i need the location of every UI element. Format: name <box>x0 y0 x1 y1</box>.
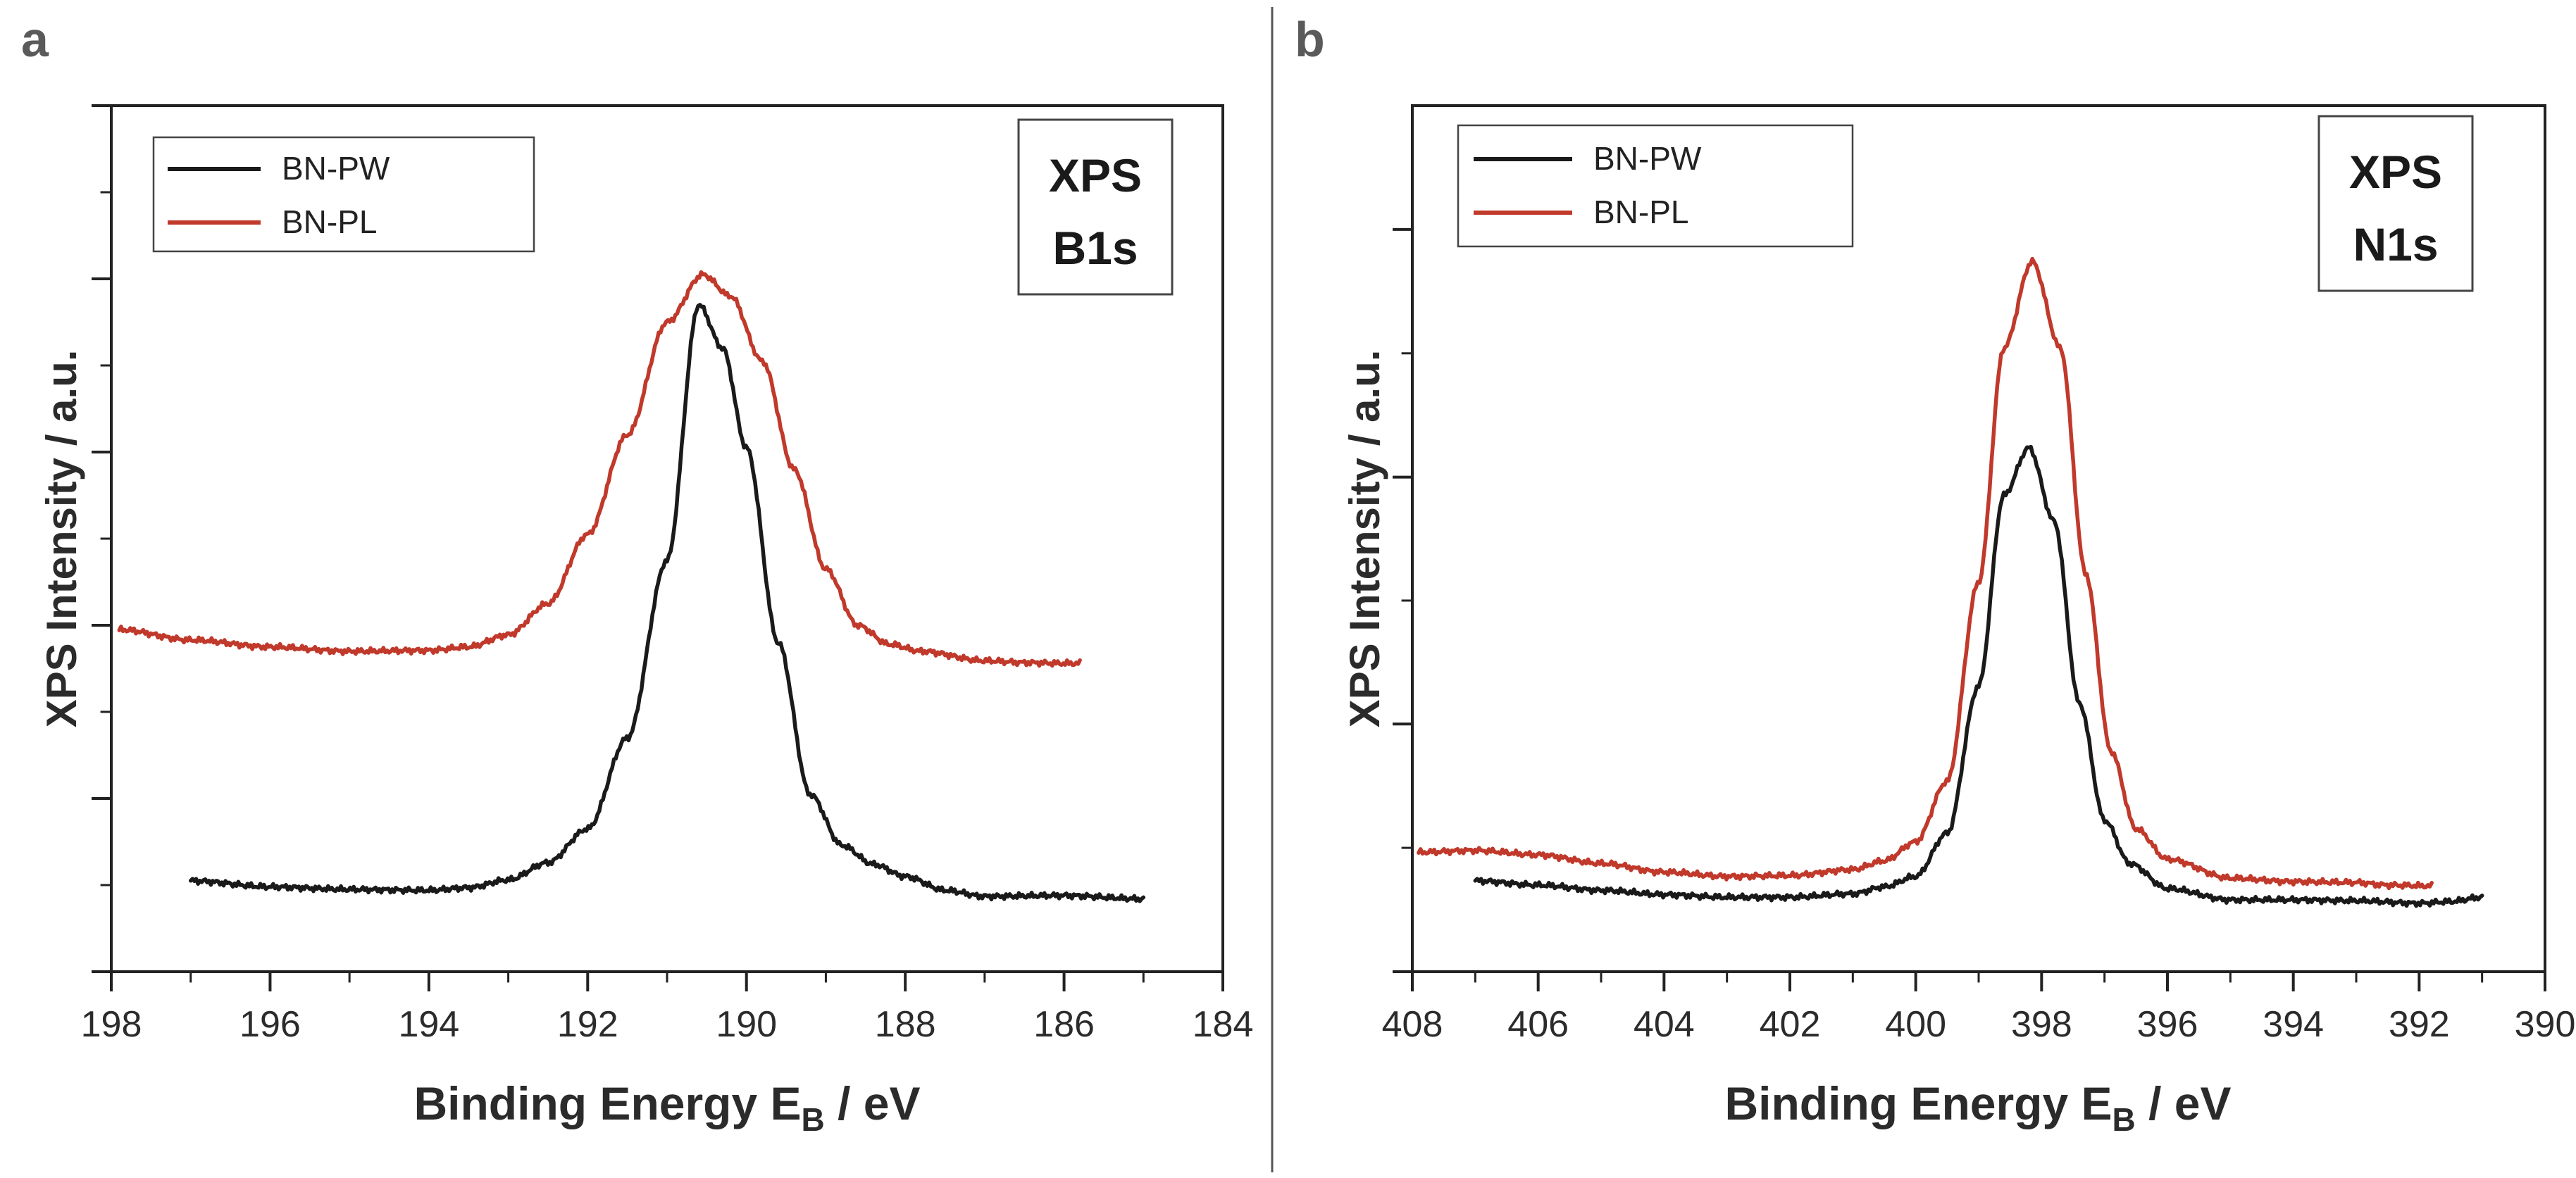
panel-b-x-tick-label: 402 <box>1760 1004 1821 1045</box>
panel-a-legend-label-pw: BN-PW <box>282 150 390 187</box>
panel-a-letter: a <box>21 12 49 67</box>
panel-b-x-tick-label: 390 <box>2515 1004 2576 1045</box>
panel-a-legend: BN-PW BN-PL <box>152 136 535 253</box>
panel-b-legend: BN-PW BN-PL <box>1457 124 1854 248</box>
panel-a-x-tick-label: 196 <box>239 1004 301 1045</box>
panel-a-x-tick-label: 194 <box>398 1004 459 1045</box>
panel-b-x-tick-label: 398 <box>2011 1004 2072 1045</box>
panel-a-series-bn-pl <box>117 270 1082 668</box>
panel-a-legend-box <box>152 136 535 253</box>
panel-b-x-tick-label: 404 <box>1634 1004 1695 1045</box>
panel-b-x-tick-label: 396 <box>2137 1004 2198 1045</box>
panel-b-letter: b <box>1295 12 1325 67</box>
panel-a-x-tick-labels: 198 196 194 192 190 188 186 184 <box>81 1004 1254 1045</box>
panel-a-series-bn-pw <box>188 303 1146 903</box>
panel-a-x-tick-label: 186 <box>1033 1004 1095 1045</box>
panel-b-x-tick-label: 406 <box>1507 1004 1569 1045</box>
panel-b-y-ticks <box>1393 227 1412 973</box>
panel-a-x-tick-label: 198 <box>81 1004 142 1045</box>
panel-b-x-tick-label: 400 <box>1885 1004 1946 1045</box>
panel-b-y-axis-title: XPS Intensity / a.u. <box>1341 350 1388 728</box>
panel-b-x-tick-label: 394 <box>2263 1004 2324 1045</box>
panel-a-x-tick-label: 184 <box>1193 1004 1254 1045</box>
panel-b-x-tick-labels: 408 406 404 402 400 398 396 394 392 390 <box>1382 1004 2576 1045</box>
panel-b-spectrum-box-frame <box>2317 115 2474 292</box>
panel-b-legend-label-pw: BN-PW <box>1593 140 1702 177</box>
panel-b-x-axis-unit: / eV <box>2136 1077 2232 1129</box>
panel-b-legend-box <box>1457 124 1854 248</box>
panel-b-series-bn-pl <box>1417 256 2434 891</box>
panel-a: a 198 196 194 192 190 188 186 184 BN-PW BN-PL X… <box>21 12 1253 1138</box>
panel-a-spectrum-box: XPS B1s <box>1017 118 1174 296</box>
panel-b: b 408 406 404 402 400 398 396 394 392 390 BN-PW B… <box>1295 12 2575 1138</box>
panel-a-box-line-1: XPS <box>1049 149 1142 201</box>
panel-a-x-axis-unit: / eV <box>825 1077 921 1129</box>
panel-a-x-axis-title: Binding Energy EB / eV <box>413 1077 920 1138</box>
panel-a-y-ticks <box>92 104 111 973</box>
panel-a-x-tick-label: 188 <box>875 1004 936 1045</box>
panel-b-x-axis-title: Binding Energy EB / eV <box>1724 1077 2231 1138</box>
panel-b-x-tick-label: 408 <box>1382 1004 1443 1045</box>
panel-b-series-lines <box>1417 256 2484 908</box>
panel-b-box-line-2: N1s <box>2353 218 2438 270</box>
panel-b-x-ticks <box>1411 972 2546 991</box>
panel-a-y-axis-title: XPS Intensity / a.u. <box>38 350 85 728</box>
panel-a-series-lines <box>117 270 1146 903</box>
panel-a-x-axis-subscript: B <box>802 1101 825 1138</box>
panel-a-x-ticks <box>110 972 1224 991</box>
panel-a-spectrum-box-frame <box>1017 118 1174 296</box>
panel-a-x-tick-label: 192 <box>557 1004 618 1045</box>
panel-b-box-line-1: XPS <box>2349 146 2442 198</box>
panel-b-x-tick-label: 392 <box>2389 1004 2450 1045</box>
panel-b-x-axis-subscript: B <box>2113 1101 2136 1138</box>
panel-b-x-axis-main: Binding Energy E <box>1724 1077 2112 1129</box>
panel-a-x-axis-main: Binding Energy E <box>413 1077 801 1129</box>
panel-a-box-line-2: B1s <box>1052 222 1138 274</box>
panel-a-x-tick-label: 190 <box>716 1004 777 1045</box>
panel-b-spectrum-box: XPS N1s <box>2317 115 2474 292</box>
panel-a-legend-label-pl: BN-PL <box>282 203 377 240</box>
panel-b-legend-label-pl: BN-PL <box>1593 194 1688 230</box>
panel-b-series-bn-pw <box>1473 444 2484 908</box>
